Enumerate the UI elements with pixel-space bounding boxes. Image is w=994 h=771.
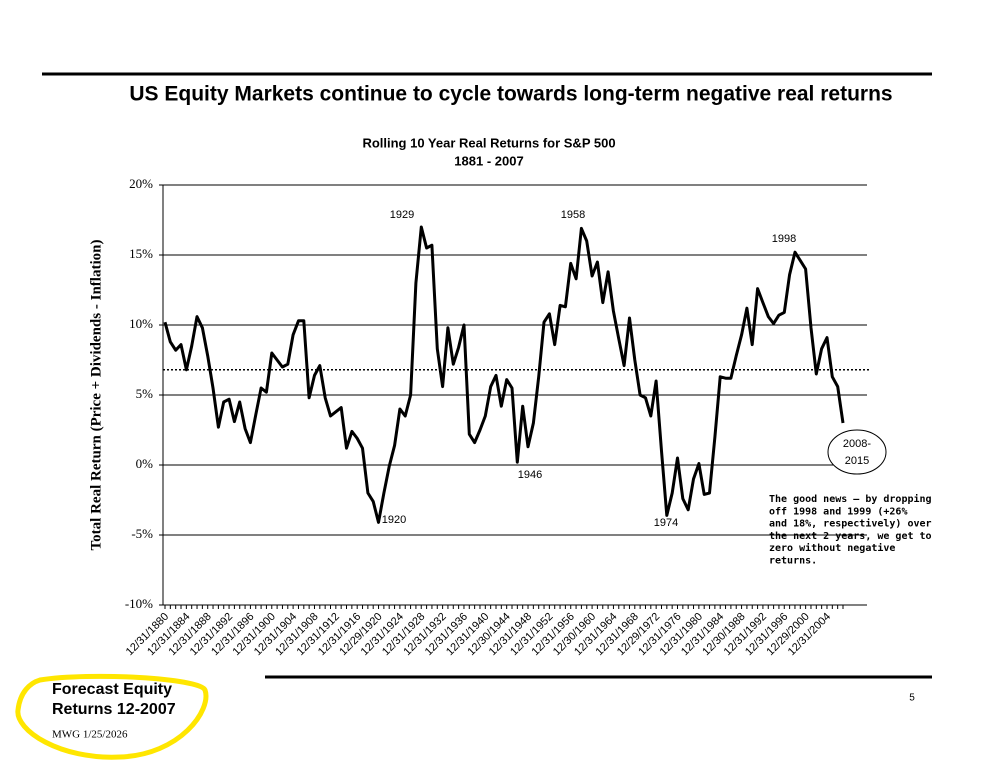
note-text: the next 2 years, we get to [769,531,932,542]
slide-title: US Equity Markets continue to cycle towa… [129,83,892,106]
y-tick-label: 20% [129,176,153,191]
y-tick-label: 5% [136,386,154,401]
peak-label: 1920 [382,514,406,526]
y-axis-label: Total Real Return (Price + Dividends - I… [88,240,104,551]
chart-title: Rolling 10 Year Real Returns for S&P 500 [362,135,615,150]
note-text: and 18%, respectively) over [769,518,932,530]
y-tick-label: 15% [129,246,153,261]
forecast-label: 2008- [843,438,871,450]
y-tick-label: -10% [125,596,153,611]
peak-label: 1958 [561,209,585,221]
peak-label: 1929 [390,209,414,221]
peak-label: 1998 [772,233,796,245]
note-text: zero without negative [769,542,895,554]
y-tick-label: 10% [129,316,153,331]
forecast-box-title: Forecast Equity [52,681,172,698]
page-number: 5 [909,693,915,704]
chart-subtitle: 1881 - 2007 [454,153,523,168]
forecast-circle [827,429,887,475]
peak-label: 1974 [654,517,678,529]
highlight-circle [15,673,209,760]
y-tick-label: 0% [136,456,154,471]
note-text: The good news – by dropping [769,493,932,505]
author: MWG 1/25/2026 [52,729,128,741]
forecast-label: 2015 [845,455,869,467]
note-text: off 1998 and 1999 (+26% [769,506,907,517]
peak-label: 1946 [518,469,542,481]
return-line [163,225,845,524]
note-text: returns. [769,556,817,567]
forecast-box-title: Returns 12-2007 [52,701,176,718]
y-tick-label: -5% [131,526,153,541]
